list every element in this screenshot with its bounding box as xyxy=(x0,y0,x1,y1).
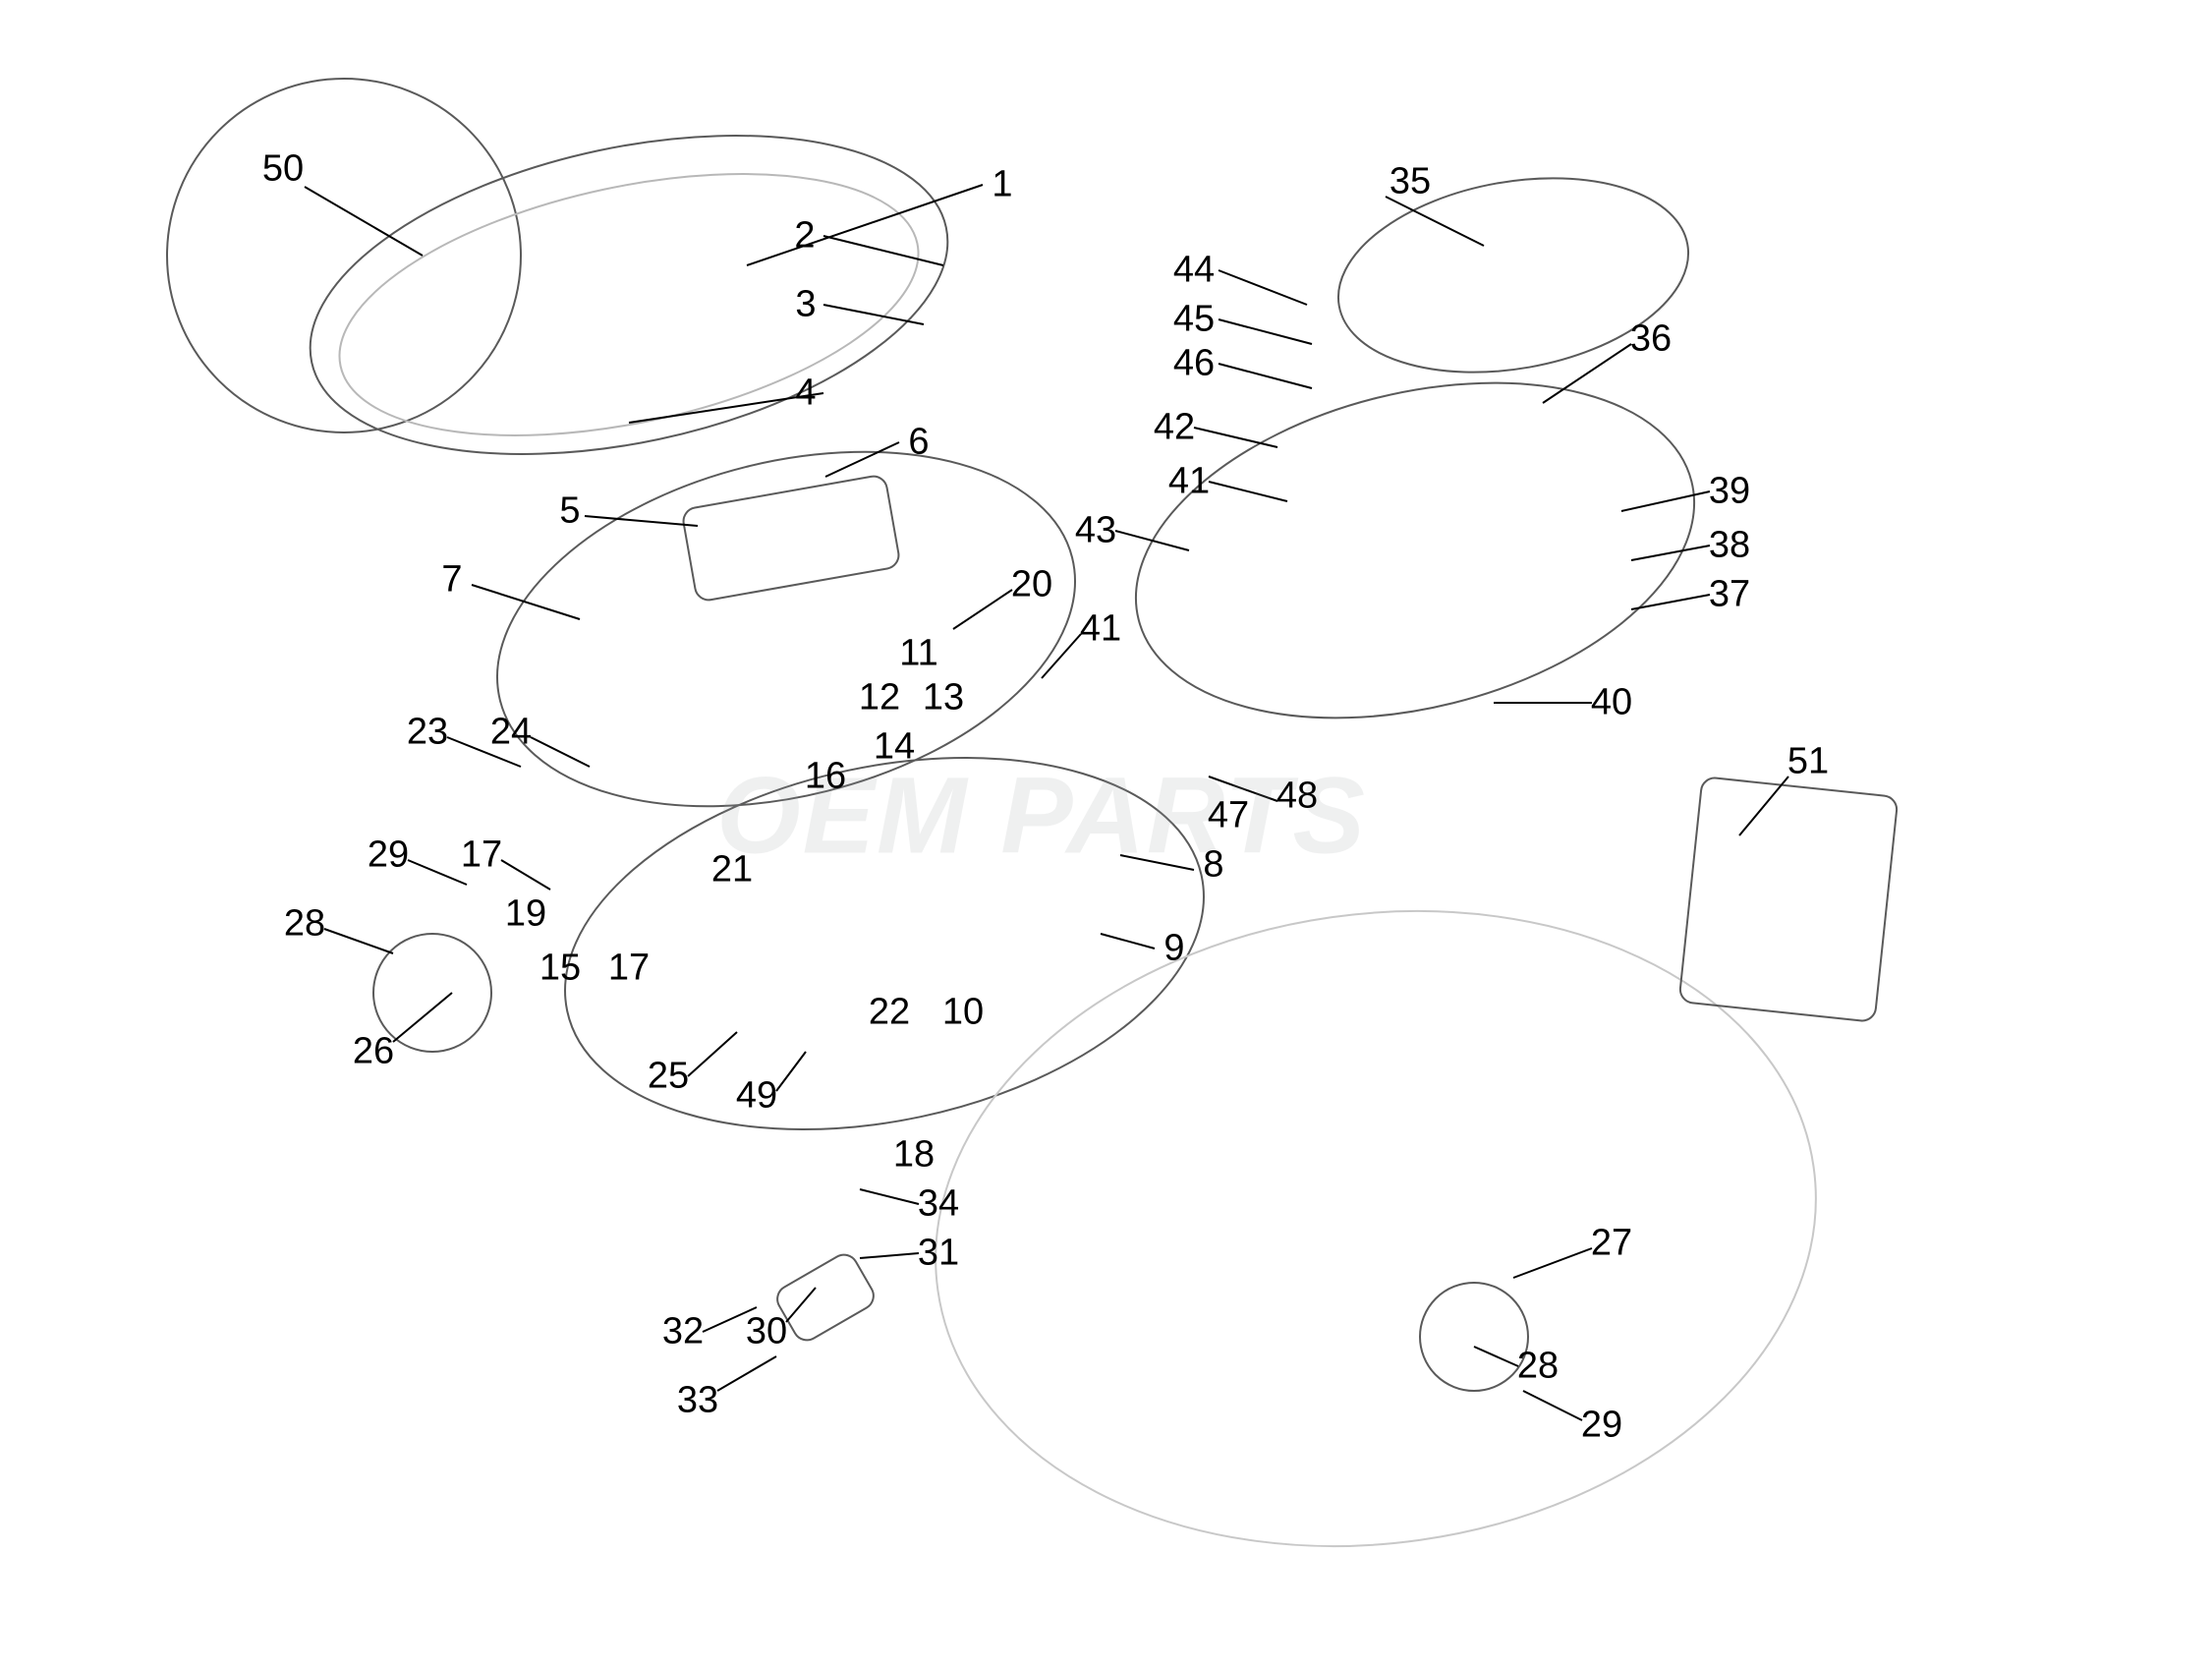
callout-label: 44 xyxy=(1173,250,1215,292)
callout-label: 27 xyxy=(1591,1223,1632,1265)
callout-label: 36 xyxy=(1630,318,1672,361)
callout-label: 16 xyxy=(805,756,846,798)
callout-label: 42 xyxy=(1154,407,1195,449)
callout-label: 29 xyxy=(1581,1405,1622,1447)
callout-label: 17 xyxy=(461,834,502,877)
callout-label: 41 xyxy=(1168,461,1210,503)
callout-label: 10 xyxy=(942,992,984,1034)
callout-label: 23 xyxy=(407,712,448,754)
callout-label: 30 xyxy=(746,1311,787,1353)
callout-label: 18 xyxy=(893,1134,935,1177)
callout-label: 29 xyxy=(368,834,409,877)
callout-label: 2 xyxy=(794,215,815,258)
callout-label: 50 xyxy=(262,148,304,191)
callout-label: 20 xyxy=(1011,564,1052,606)
callout-label: 37 xyxy=(1709,574,1750,616)
callout-label: 7 xyxy=(441,559,462,602)
callout-label: 45 xyxy=(1173,299,1215,341)
callout-label: 48 xyxy=(1276,776,1318,818)
callout-label: 39 xyxy=(1709,471,1750,513)
callout-label: 5 xyxy=(559,490,580,533)
callout-label: 3 xyxy=(795,284,816,326)
callout-label: 15 xyxy=(539,948,581,990)
callout-label: 28 xyxy=(1517,1346,1559,1388)
callout-label: 46 xyxy=(1173,343,1215,385)
callout-label: 28 xyxy=(284,903,325,946)
callout-label: 43 xyxy=(1075,510,1116,552)
callout-label: 19 xyxy=(505,893,546,936)
callout-label: 14 xyxy=(874,726,915,769)
callout-label: 24 xyxy=(490,712,532,754)
callout-label: 32 xyxy=(662,1311,704,1353)
callout-label: 35 xyxy=(1390,161,1431,203)
callout-label: 25 xyxy=(648,1056,689,1098)
callout-label: 12 xyxy=(859,677,900,719)
exploded-parts-diagram: OEM PARTS 501235344454636442641543397382… xyxy=(0,0,2212,1668)
callout-label: 41 xyxy=(1080,608,1121,651)
callout-label: 22 xyxy=(869,992,910,1034)
line-art-layer xyxy=(0,0,2212,1668)
callout-label: 49 xyxy=(736,1075,777,1118)
callout-label: 11 xyxy=(899,633,937,675)
callout-label: 4 xyxy=(795,373,816,415)
callout-label: 1 xyxy=(992,164,1012,206)
callout-label: 8 xyxy=(1203,844,1223,887)
callout-label: 21 xyxy=(711,849,753,892)
callout-label: 34 xyxy=(918,1183,959,1226)
callout-label: 33 xyxy=(677,1380,718,1422)
callout-label: 6 xyxy=(908,422,929,464)
callout-label: 31 xyxy=(918,1233,959,1275)
callout-label: 9 xyxy=(1163,928,1184,970)
callout-label: 40 xyxy=(1591,682,1632,724)
callout-label: 13 xyxy=(923,677,964,719)
callout-label: 51 xyxy=(1787,741,1829,783)
callout-label: 38 xyxy=(1709,525,1750,567)
callout-label: 26 xyxy=(353,1031,394,1073)
callout-label: 17 xyxy=(608,948,650,990)
callout-label: 47 xyxy=(1208,795,1249,837)
